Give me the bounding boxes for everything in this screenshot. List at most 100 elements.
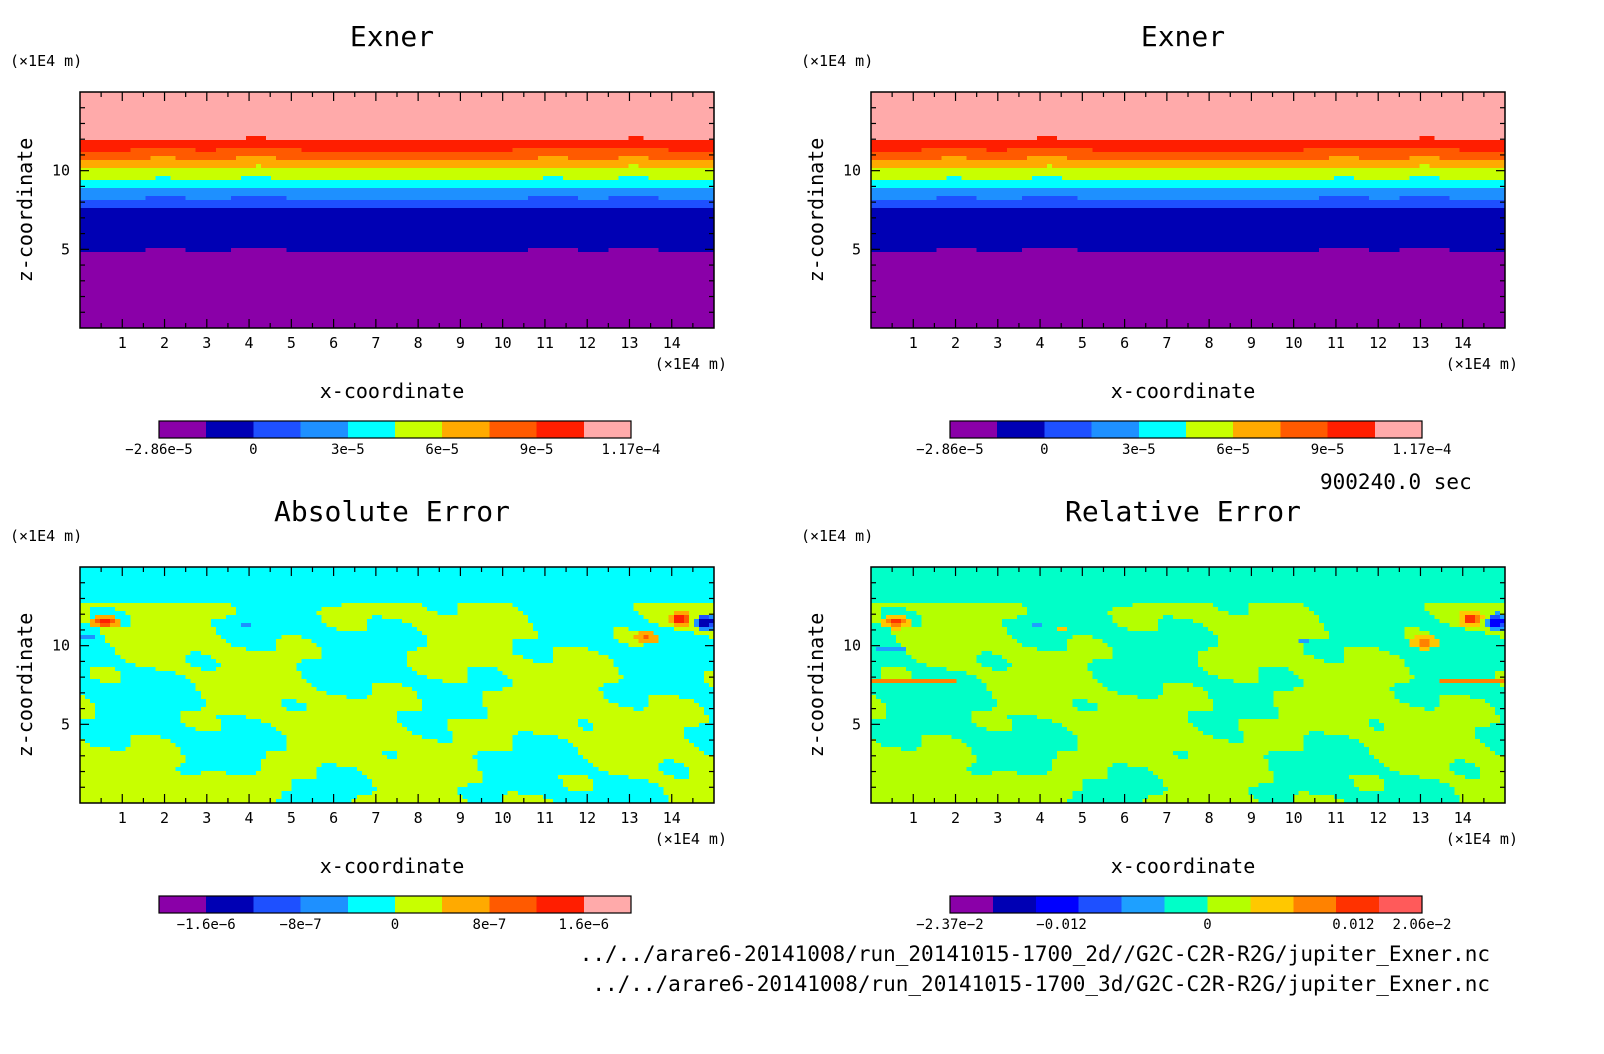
contour-cell: [648, 699, 695, 704]
source-file-2: ../../arare6-20141008/run_20141015-1700_…: [592, 972, 1490, 996]
contour-cell: [906, 651, 983, 656]
contour-cell: [412, 623, 534, 628]
contour-cell: [80, 104, 715, 109]
x-axis-label: x-coordinate: [1111, 379, 1256, 403]
contour-cell: [512, 735, 559, 740]
contour-cell: [472, 755, 584, 760]
contour-cell: [1203, 687, 1295, 692]
contour-cell: [871, 300, 1506, 305]
contour-cell: [698, 627, 715, 632]
contour-cell: [386, 755, 398, 760]
contour-cell: [80, 276, 715, 281]
contour-cell: [80, 647, 116, 652]
contour-cell: [578, 248, 609, 253]
contour-cell: [871, 759, 978, 764]
contour-cell: [1499, 623, 1506, 628]
contour-cell: [1273, 699, 1400, 704]
contour-cell: [160, 735, 287, 740]
contour-cell: [80, 264, 715, 269]
contour-cell: [1394, 691, 1506, 696]
colorbar-swatch: [583, 421, 632, 438]
contour-cell: [80, 727, 197, 732]
contour-cell: [366, 627, 418, 632]
contour-cell: [901, 623, 912, 628]
contour-cell: [120, 619, 131, 624]
contour-cell: [175, 767, 262, 772]
contour-cell: [871, 240, 1506, 245]
contour-cell: [422, 699, 484, 704]
contour-cell: [457, 603, 514, 608]
contour-cell: [80, 296, 715, 301]
contour-cell: [871, 595, 1506, 600]
contour-cell: [1479, 615, 1486, 620]
contour-cell: [1303, 743, 1365, 748]
contour-cell: [1052, 719, 1189, 724]
contour-cell: [698, 723, 715, 728]
contour-cell: [1449, 248, 1506, 253]
x-tick-label: 5: [287, 809, 296, 827]
contour-cell: [175, 743, 287, 748]
contour-cell: [336, 627, 368, 632]
contour-cell: [1394, 683, 1501, 688]
contour-cell: [891, 619, 902, 624]
contour-cell: [1248, 607, 1310, 612]
x-axis-label: x-coordinate: [320, 854, 465, 878]
contour-cell: [462, 795, 504, 800]
contour-cell: [911, 619, 922, 624]
contour-cell: [220, 663, 297, 668]
contour-cell: [1449, 196, 1506, 201]
contour-cell: [1218, 675, 1260, 680]
contour-cell: [871, 244, 1506, 249]
contour-cell: [976, 196, 1023, 201]
contour-cell: [1162, 687, 1204, 692]
contour-cell: [708, 719, 715, 724]
contour-cell: [125, 747, 182, 752]
contour-cell: [608, 248, 660, 253]
colorbar-swatch: [253, 421, 302, 438]
contour-cell: [286, 739, 438, 744]
contour-cell: [286, 707, 308, 712]
contour-cell: [871, 675, 882, 680]
contour-cell: [316, 687, 373, 692]
contour-cell: [643, 643, 715, 648]
contour-cell: [220, 727, 277, 732]
contour-cell: [1278, 711, 1496, 716]
contour-cell: [230, 248, 287, 253]
contour-cell: [1484, 699, 1506, 704]
contour-cell: [512, 639, 619, 644]
contour-cell: [286, 747, 514, 752]
contour-cell: [95, 635, 106, 640]
contour-cell: [200, 695, 348, 700]
contour-cell: [381, 751, 398, 756]
contour-cell: [447, 723, 579, 728]
contour-cell: [150, 156, 177, 161]
contour-cell: [1263, 755, 1375, 760]
contour-cell: [80, 208, 715, 213]
contour-cell: [271, 176, 544, 181]
contour-cell: [90, 699, 207, 704]
contour-cell: [1499, 635, 1506, 640]
contour-cell: [1439, 779, 1506, 784]
contour-cell: [80, 156, 152, 161]
contour-cell: [1117, 623, 1159, 628]
contour-cell: [708, 623, 715, 628]
contour-cell: [1434, 136, 1506, 141]
contour-cell: [1052, 763, 1114, 768]
colorbar-swatch: [1374, 421, 1423, 438]
colorbar-swatch: [489, 421, 538, 438]
contour-cell: [1107, 611, 1229, 616]
contour-cell: [871, 196, 938, 201]
contour-cell: [286, 196, 529, 201]
contour-cell: [1303, 679, 1410, 684]
contour-cell: [871, 703, 887, 708]
contour-cell: [80, 635, 96, 640]
contour-cell: [871, 156, 943, 161]
contour-cell: [427, 643, 514, 648]
contour-cell: [1047, 164, 1053, 169]
contour-cell: [1459, 148, 1506, 153]
contour-cell: [871, 268, 1506, 273]
contour-cell: [80, 292, 715, 297]
contour-cell: [871, 663, 927, 668]
contour-cell: [215, 631, 423, 636]
contour-cell: [80, 180, 715, 185]
